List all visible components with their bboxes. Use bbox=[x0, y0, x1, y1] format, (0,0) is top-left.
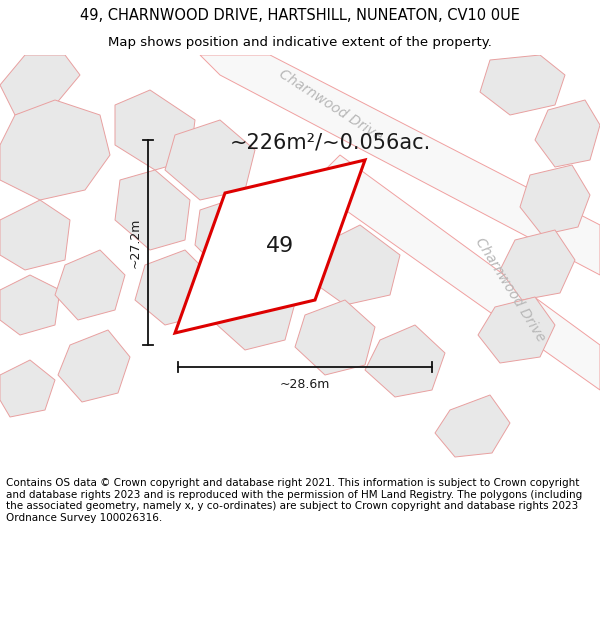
Polygon shape bbox=[115, 170, 190, 250]
Text: Charnwood Drive: Charnwood Drive bbox=[472, 236, 548, 344]
Polygon shape bbox=[200, 55, 600, 275]
Polygon shape bbox=[295, 300, 375, 375]
Polygon shape bbox=[520, 165, 590, 235]
Polygon shape bbox=[0, 100, 110, 200]
Polygon shape bbox=[135, 250, 215, 325]
Text: Map shows position and indicative extent of the property.: Map shows position and indicative extent… bbox=[108, 36, 492, 49]
Polygon shape bbox=[365, 325, 445, 397]
Polygon shape bbox=[310, 155, 600, 390]
Polygon shape bbox=[435, 395, 510, 457]
Text: ~226m²/~0.056ac.: ~226m²/~0.056ac. bbox=[230, 133, 431, 153]
Polygon shape bbox=[215, 275, 295, 350]
Polygon shape bbox=[310, 225, 400, 305]
Text: ~28.6m: ~28.6m bbox=[280, 379, 330, 391]
Text: 49, CHARNWOOD DRIVE, HARTSHILL, NUNEATON, CV10 0UE: 49, CHARNWOOD DRIVE, HARTSHILL, NUNEATON… bbox=[80, 8, 520, 23]
Polygon shape bbox=[500, 230, 575, 300]
Polygon shape bbox=[478, 297, 555, 363]
Polygon shape bbox=[55, 250, 125, 320]
Text: Charnwood Drive: Charnwood Drive bbox=[276, 66, 384, 144]
Polygon shape bbox=[115, 90, 195, 170]
Text: Contains OS data © Crown copyright and database right 2021. This information is : Contains OS data © Crown copyright and d… bbox=[6, 478, 582, 522]
Polygon shape bbox=[165, 120, 255, 200]
Polygon shape bbox=[0, 55, 80, 115]
Polygon shape bbox=[0, 200, 70, 270]
Polygon shape bbox=[195, 195, 280, 275]
Polygon shape bbox=[0, 275, 60, 335]
Polygon shape bbox=[175, 160, 365, 333]
Text: 49: 49 bbox=[266, 236, 294, 256]
Polygon shape bbox=[0, 360, 55, 417]
Polygon shape bbox=[535, 100, 600, 167]
Polygon shape bbox=[480, 55, 565, 115]
Text: ~27.2m: ~27.2m bbox=[128, 217, 142, 268]
Polygon shape bbox=[58, 330, 130, 402]
